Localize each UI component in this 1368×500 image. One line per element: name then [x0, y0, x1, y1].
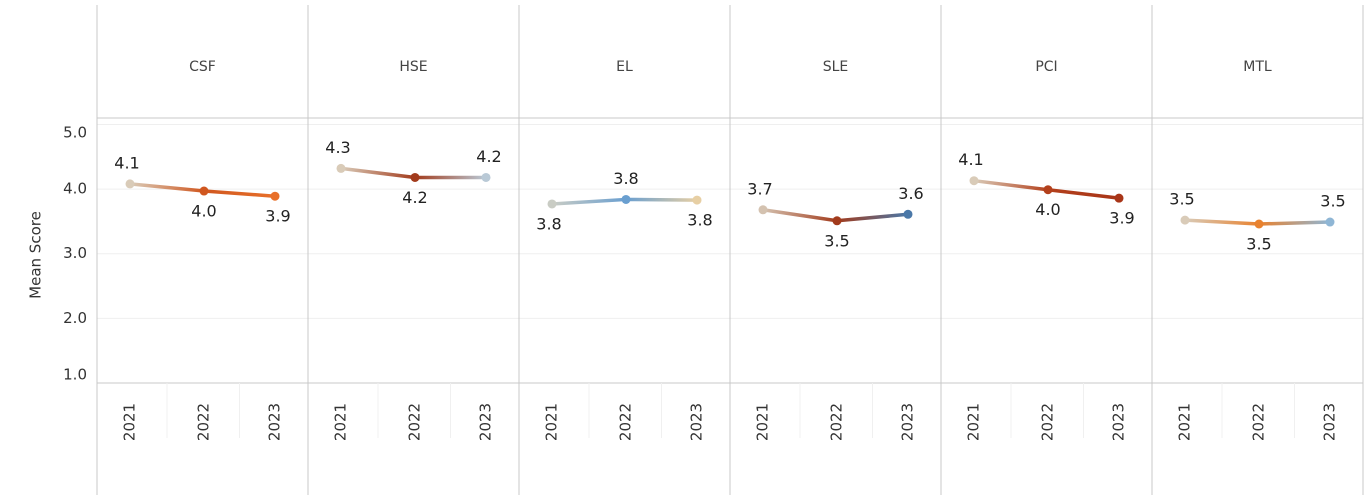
- y-tick-label: 4.0: [63, 180, 87, 198]
- x-tick-label: 2021: [332, 403, 350, 441]
- line-segment: [202, 189, 277, 198]
- data-point: [1180, 215, 1190, 225]
- value-label: 3.9: [1109, 209, 1134, 228]
- data-point: [199, 186, 209, 196]
- x-tick-label: 2022: [195, 403, 213, 441]
- x-tick-label: 2023: [1321, 403, 1339, 441]
- line-segment: [550, 197, 628, 206]
- value-label: 3.6: [898, 184, 923, 203]
- panel-header: CSF: [189, 59, 216, 75]
- data-point: [481, 172, 491, 182]
- data-point: [832, 216, 842, 226]
- panel-header: HSE: [399, 59, 427, 75]
- value-label: 4.0: [1035, 200, 1060, 219]
- value-label: 3.8: [687, 211, 712, 230]
- y-tick-label: 3.0: [63, 244, 87, 262]
- data-point: [1325, 217, 1335, 227]
- value-label: 3.5: [1246, 235, 1271, 254]
- panel-header: SLE: [823, 59, 849, 75]
- line-segment: [972, 178, 1050, 192]
- line-segment: [1183, 218, 1261, 226]
- value-label: 4.2: [402, 188, 427, 207]
- x-tick-label: 2023: [688, 403, 706, 441]
- line-segment: [1257, 220, 1332, 226]
- x-tick-label: 2022: [828, 403, 846, 441]
- data-point: [692, 195, 702, 205]
- value-label: 4.0: [191, 202, 216, 221]
- value-label: 3.8: [536, 214, 561, 233]
- line-segment: [835, 212, 910, 223]
- x-tick-label: 2023: [266, 403, 284, 441]
- y-tick-label: 2.0: [63, 309, 87, 327]
- data-point: [336, 163, 346, 173]
- x-tick-label: 2021: [543, 403, 561, 441]
- value-label: 4.3: [325, 138, 350, 157]
- panel-header: EL: [616, 59, 633, 75]
- data-point: [1114, 193, 1124, 203]
- value-label: 4.1: [114, 153, 139, 172]
- panel-header: MTL: [1243, 59, 1272, 75]
- y-axis-label: Mean Score: [27, 211, 45, 299]
- y-tick-label: 5.0: [63, 124, 87, 142]
- data-point: [270, 191, 280, 201]
- data-point: [969, 176, 979, 186]
- data-point: [1043, 185, 1053, 195]
- x-tick-label: 2021: [121, 403, 139, 441]
- value-label: 3.8: [613, 169, 638, 188]
- value-label: 3.9: [265, 207, 290, 226]
- value-label: 3.5: [1320, 192, 1345, 211]
- value-label: 3.7: [747, 179, 772, 198]
- data-point: [621, 194, 631, 204]
- x-tick-label: 2023: [1110, 403, 1128, 441]
- data-point: [1254, 219, 1264, 229]
- x-tick-label: 2023: [899, 403, 917, 441]
- y-tick-label: 1.0: [63, 366, 87, 384]
- data-point: [758, 205, 768, 215]
- x-tick-label: 2021: [754, 403, 772, 441]
- x-tick-label: 2022: [617, 403, 635, 441]
- value-label: 4.2: [476, 147, 501, 166]
- value-label: 4.1: [958, 150, 983, 169]
- line-segment: [624, 197, 699, 202]
- value-label: 3.5: [1169, 190, 1194, 209]
- panel-header: PCI: [1035, 59, 1057, 75]
- x-tick-label: 2022: [1039, 403, 1057, 441]
- value-label: 3.5: [824, 231, 849, 250]
- data-point: [903, 209, 913, 219]
- data-point: [125, 179, 135, 189]
- x-tick-label: 2022: [406, 403, 424, 441]
- line-segment: [339, 166, 417, 180]
- x-tick-label: 2021: [1176, 403, 1194, 441]
- data-point: [547, 199, 557, 209]
- data-point: [410, 172, 420, 182]
- x-tick-label: 2022: [1250, 403, 1268, 441]
- line-segment: [1046, 187, 1121, 200]
- x-tick-label: 2023: [477, 403, 495, 441]
- line-segment: [761, 208, 839, 223]
- line-segment: [128, 182, 206, 193]
- x-tick-label: 2021: [965, 403, 983, 441]
